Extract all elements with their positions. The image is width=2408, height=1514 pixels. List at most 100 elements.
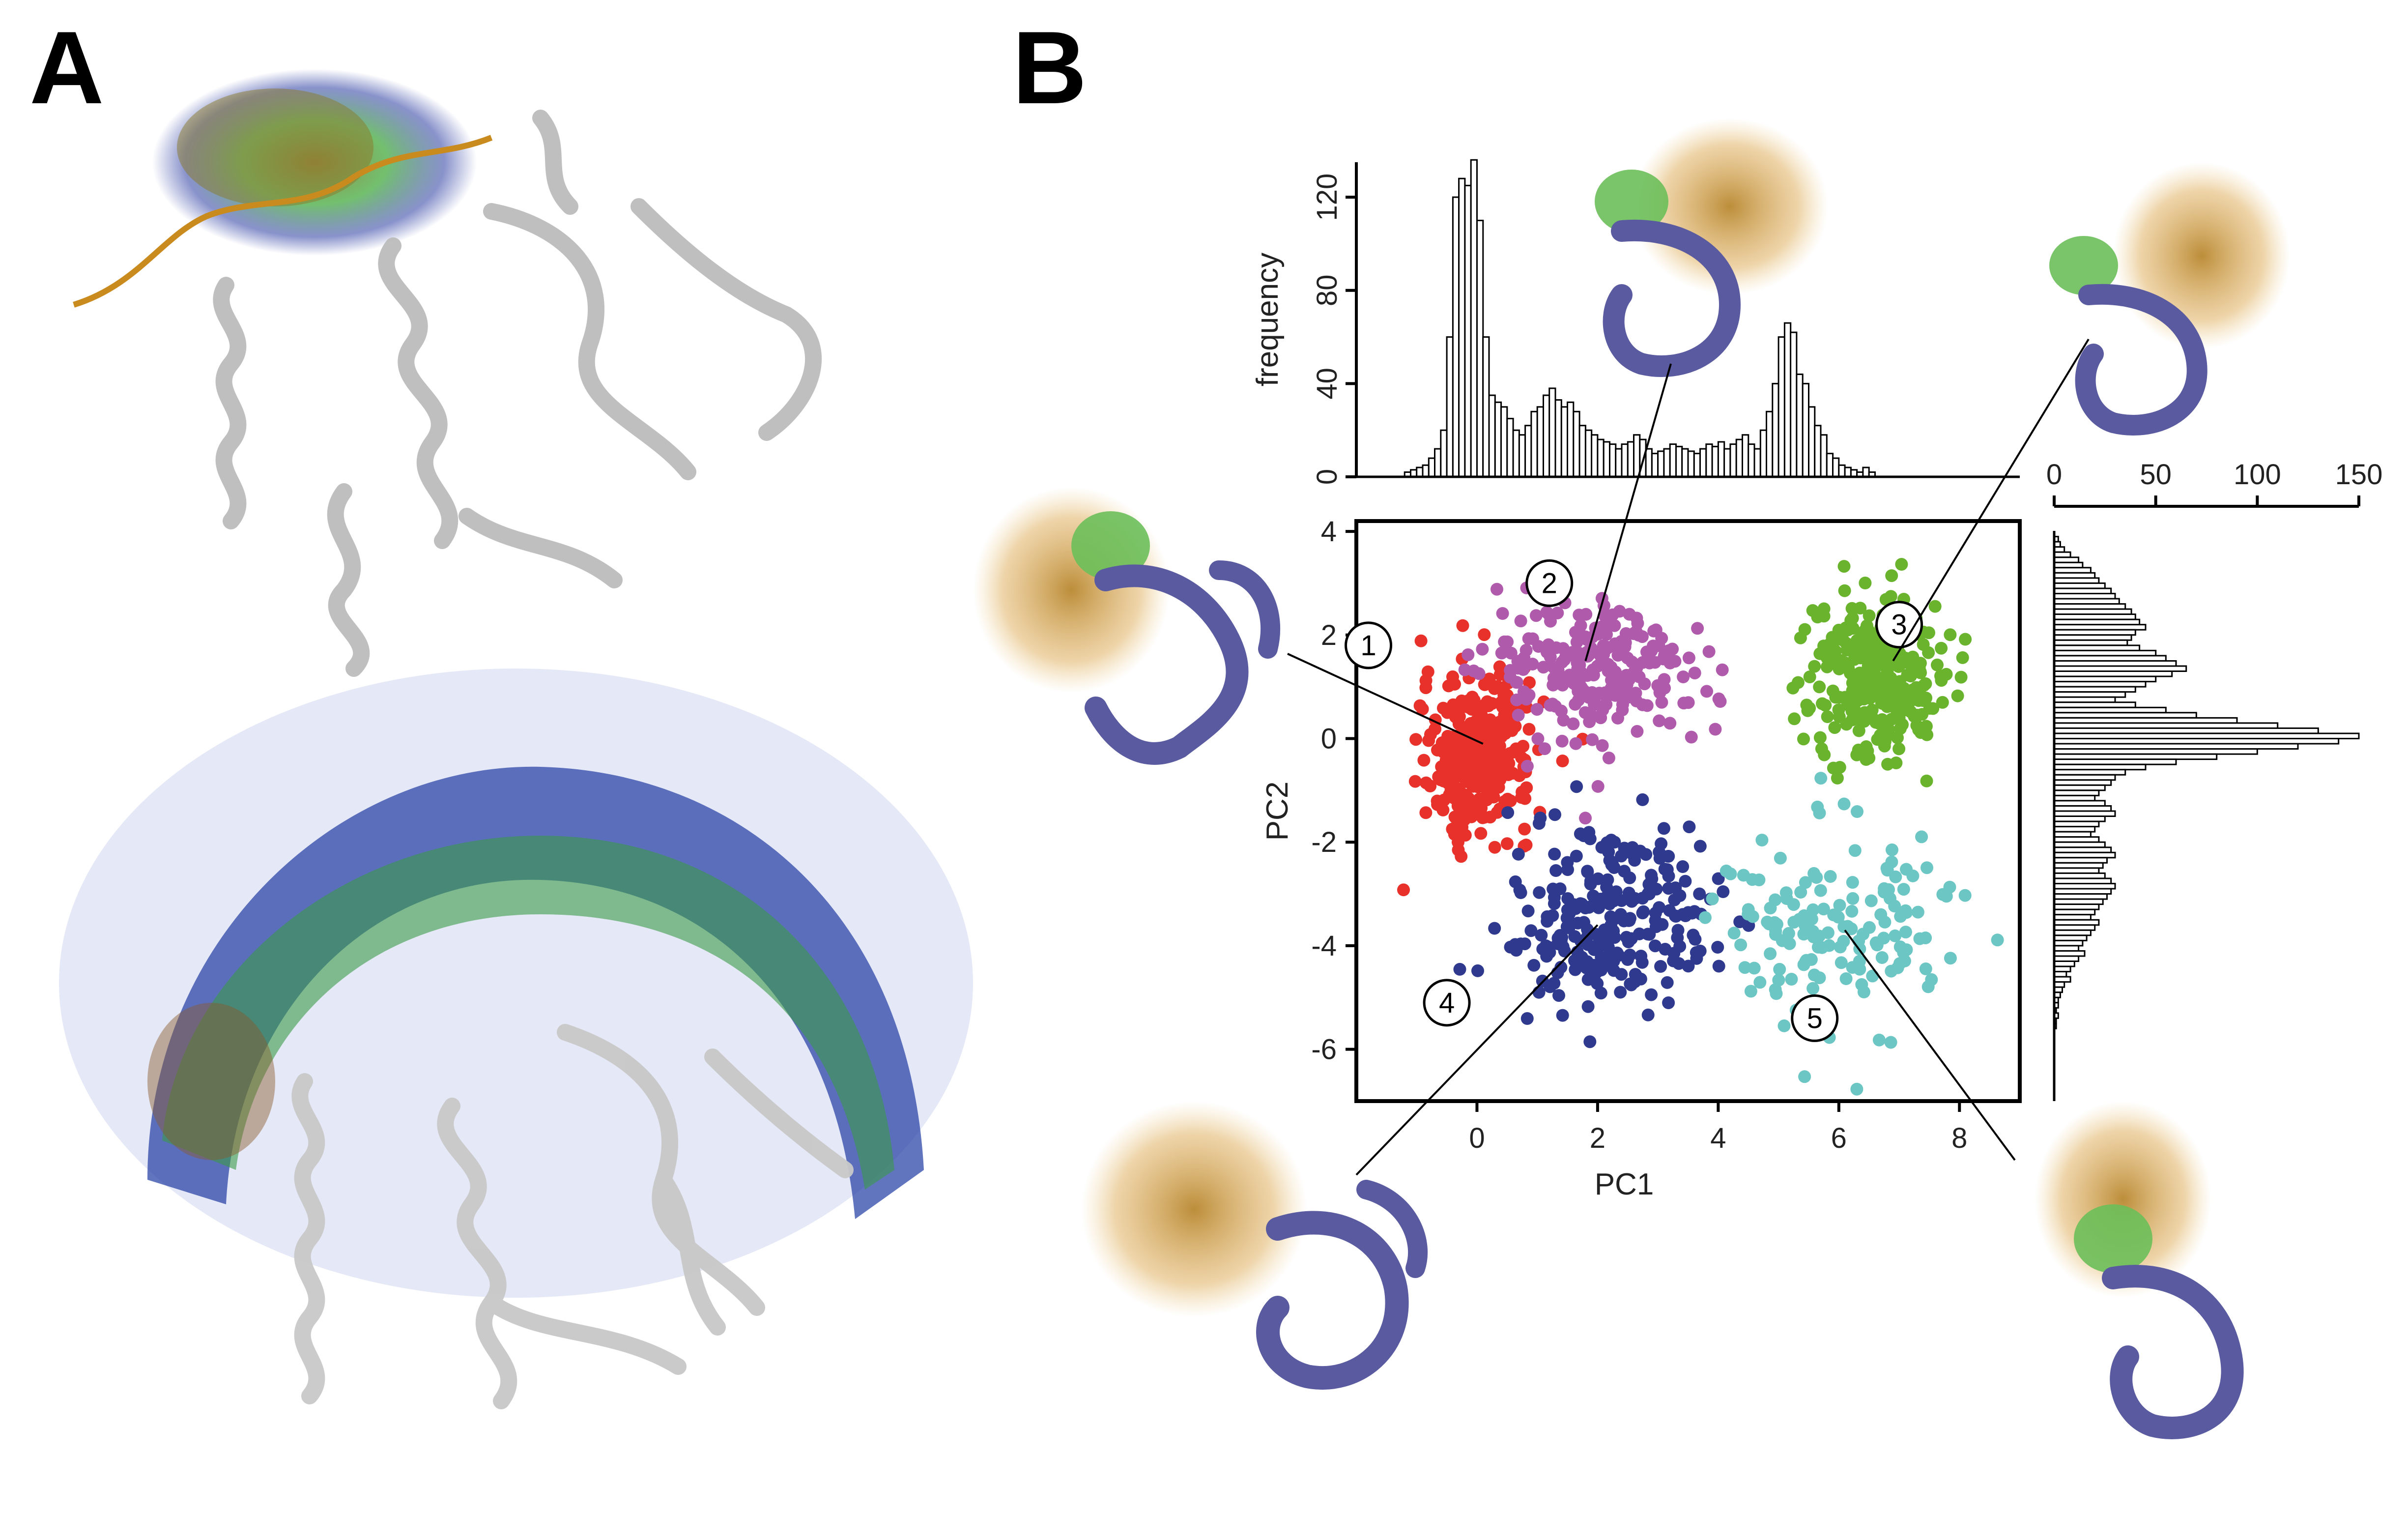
scatter-point [1746, 910, 1759, 923]
scatter-point [1803, 701, 1816, 715]
panel-a-top-protein [73, 69, 822, 677]
scatter-point [1787, 898, 1800, 911]
cluster-2-badge [1525, 559, 1574, 607]
scatter-point [1658, 681, 1671, 695]
hist-bar [2053, 618, 2141, 626]
scatter-point [1488, 922, 1501, 935]
scatter-point [1641, 928, 1655, 941]
scatter-point [1523, 676, 1536, 689]
scatter-point [1794, 886, 1807, 899]
scatter-point [1797, 928, 1810, 941]
scatter-point [1928, 600, 1942, 613]
scatter-point [1414, 634, 1428, 647]
scatter-point [1769, 928, 1782, 941]
scatter-point [1630, 661, 1643, 674]
cluster-4-number: 4 [1439, 987, 1455, 1019]
hist-bar [1476, 220, 1484, 478]
panel-a-bottom-protein [59, 669, 973, 1409]
scatter-point [1885, 713, 1898, 726]
hist-bar [2053, 769, 2126, 776]
scatter-point [1499, 699, 1512, 712]
scatter-point [1655, 696, 1668, 709]
scatter-point [1488, 841, 1501, 854]
scatter-point [1828, 721, 1841, 734]
hist-bar [1687, 450, 1695, 478]
scatter-point [1831, 771, 1844, 785]
scatter-point [1532, 986, 1546, 999]
scatter-point [1872, 1033, 1886, 1047]
scatter-point [1709, 723, 1722, 736]
scatter-point [1605, 856, 1619, 869]
scatter-point [1513, 769, 1526, 782]
scatter-point [1854, 651, 1867, 665]
scatter-point [1443, 788, 1456, 801]
hist-bar [2053, 945, 2080, 952]
scatter-point [1840, 643, 1854, 657]
scatter-point [1734, 938, 1748, 952]
scatter-point [1890, 757, 1903, 769]
hist-bar [1500, 406, 1508, 478]
scatter-point [1570, 849, 1583, 863]
scatter-point [1658, 649, 1671, 662]
scatter-point [1397, 883, 1410, 897]
inset-cluster-4 [1081, 1101, 1428, 1390]
hist-bar [1783, 322, 1792, 478]
hist-bar [1748, 443, 1755, 478]
scatter-point [1463, 748, 1477, 760]
hist-bar [1543, 394, 1550, 478]
scatter-point [1522, 632, 1535, 645]
scatter-point [1712, 960, 1725, 973]
hist-bar [1494, 401, 1502, 478]
hist-bar [1554, 399, 1562, 478]
scatter-point [1649, 623, 1663, 637]
hist-bar [2053, 898, 2104, 905]
scatter-point [1875, 951, 1889, 964]
hist-bar [2053, 598, 2120, 605]
scatter-point [1637, 905, 1650, 918]
scatter-point [1688, 667, 1701, 680]
scatter-point [1592, 659, 1605, 671]
scatter-point [1663, 717, 1677, 730]
scatter-point [1940, 890, 1953, 903]
cluster-5-badge [1791, 994, 1839, 1042]
hist-bar [1729, 443, 1737, 478]
inset-cluster-3 [2049, 162, 2290, 436]
scatter-point [1659, 943, 1672, 956]
hist-bar [2053, 681, 2147, 688]
scatter-point [1682, 651, 1695, 665]
scatter-point [1857, 928, 1870, 941]
scatter-point [1828, 634, 1841, 647]
scatter-point [1818, 748, 1831, 761]
scatter-point [1573, 675, 1586, 689]
scatter-point [1691, 622, 1704, 635]
scatter-point [1441, 706, 1454, 719]
scatter-point [1899, 694, 1913, 707]
hist-bar [2053, 815, 2106, 822]
cluster-5-points [1698, 772, 2004, 1096]
scatter-point [1919, 962, 1932, 975]
scatter-point [1579, 902, 1592, 915]
scatter-point [1600, 641, 1613, 654]
scatter-point [1642, 886, 1656, 899]
scatter-point [1641, 1008, 1655, 1021]
scatter-point [1837, 920, 1851, 933]
scatter-point [1417, 754, 1431, 767]
hist-bar [2053, 732, 2360, 739]
y-tick-label: 2 [1321, 619, 1337, 651]
hist-bar [1717, 441, 1725, 478]
cluster-3-badge [1875, 601, 1923, 649]
y-axis-label: PC2 [1261, 782, 1294, 841]
hist-bar [1772, 382, 1779, 478]
scatter-point [1899, 926, 1912, 939]
scatter-point [1522, 689, 1536, 701]
scatter-point [1814, 884, 1827, 897]
hist-top-tick-label: 0 [1311, 469, 1343, 485]
scatter-point [1551, 664, 1565, 677]
scatter-point [1520, 759, 1534, 773]
scatter-point [1835, 659, 1849, 672]
hist-bar [1705, 443, 1713, 478]
hist-bar [2053, 551, 2071, 558]
scatter-point [1803, 670, 1816, 683]
scatter-point [1685, 730, 1698, 744]
scatter-point [1845, 904, 1859, 918]
